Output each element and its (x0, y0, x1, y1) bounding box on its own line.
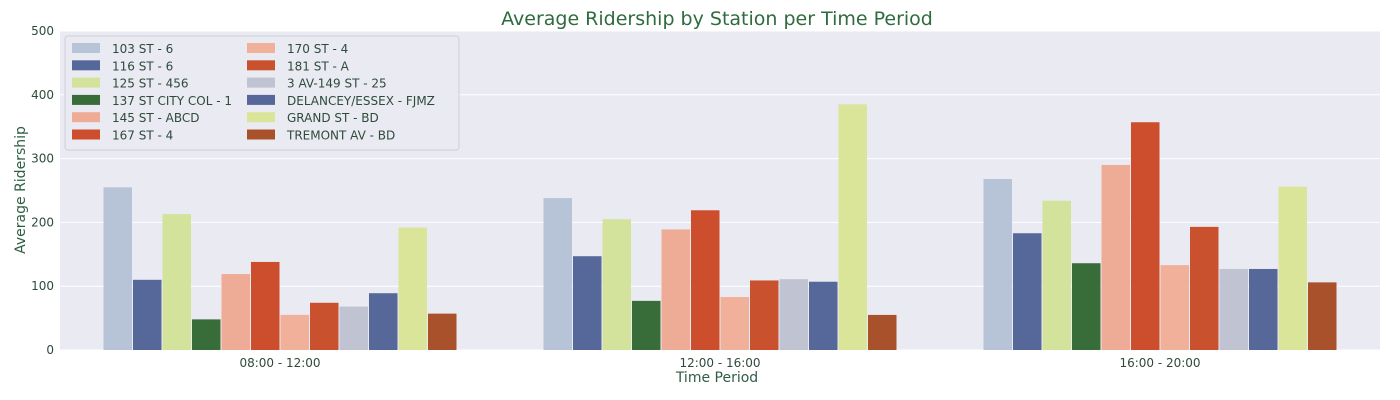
legend-swatch (247, 60, 275, 71)
legend-swatch (247, 112, 275, 123)
legend-swatch (247, 129, 275, 140)
bar (1190, 226, 1219, 350)
legend-swatch (72, 43, 100, 53)
y-tick-label: 500 (31, 24, 54, 38)
legend: 103 ST - 6 116 ST - 6 125 ST - 456 137 ST C… (64, 35, 460, 151)
bar (983, 179, 1012, 350)
legend-swatch (72, 60, 100, 71)
y-axis-label: Average Ridership (13, 126, 29, 254)
y-tick-label: 0 (46, 343, 54, 357)
bar (162, 214, 191, 350)
bar (750, 280, 779, 350)
bar (103, 187, 132, 350)
bar (1278, 186, 1307, 350)
grid-lines (60, 30, 1380, 351)
legend-swatch (72, 77, 100, 88)
bar (221, 274, 250, 350)
bar (602, 219, 631, 350)
legend-swatch (247, 43, 275, 53)
bar (1013, 233, 1042, 350)
legend-swatch (247, 77, 275, 88)
bar (661, 229, 690, 350)
bar (251, 261, 280, 350)
bar (1249, 268, 1278, 350)
bar (1042, 200, 1071, 350)
legend-entry: 103 ST - 6 (112, 42, 173, 56)
legend-entry: 116 ST - 6 (112, 59, 173, 73)
legend-swatch (247, 94, 275, 105)
bar (280, 314, 309, 350)
chart-title: Average Ridership by Station per Time Pe… (501, 8, 933, 30)
bar (543, 198, 572, 350)
y-tick-label: 200 (31, 215, 54, 229)
bar (632, 300, 661, 350)
legend-entry: 170 ST - 4 (287, 42, 348, 56)
bar (838, 104, 867, 351)
y-tick-label: 400 (31, 88, 54, 102)
bar (369, 293, 398, 350)
bar (339, 306, 368, 350)
bar (428, 313, 457, 350)
legend-entry: 3 AV-149 ST - 25 (287, 77, 387, 91)
legend-entry: 125 ST - 456 (112, 77, 189, 91)
legend-entry: 181 ST - A (287, 59, 350, 73)
legend-entry: DELANCEY/ESSEX - FJMZ (287, 94, 435, 108)
legend-swatch (72, 112, 100, 123)
legend-entry: 167 ST - 4 (112, 129, 173, 143)
legend-box (64, 35, 460, 151)
bar (1101, 164, 1130, 350)
bar (1131, 122, 1160, 350)
bars (103, 104, 1337, 351)
x-axis-ticks: 08:00 - 12:00 12:00 - 16:00 16:00 - 20:00 (239, 356, 1200, 370)
bar (133, 279, 162, 350)
bar (310, 302, 339, 350)
x-tick-label: 12:00 - 16:00 (679, 356, 760, 370)
bar (1072, 263, 1101, 350)
bar (779, 279, 808, 350)
bar (573, 256, 602, 350)
legend-entry: 137 ST CITY COL - 1 (112, 94, 232, 108)
bar (1308, 282, 1337, 350)
bar (1160, 265, 1189, 350)
legend-entry: TREMONT AV - BD (286, 129, 395, 143)
x-tick-label: 16:00 - 20:00 (1119, 356, 1200, 370)
bar (1219, 268, 1248, 350)
legend-swatch (72, 94, 100, 105)
bar (398, 227, 427, 350)
bar (868, 314, 897, 350)
x-axis-label: Time Period (675, 370, 758, 386)
bar (809, 281, 838, 350)
bar (720, 297, 749, 350)
bar (691, 210, 720, 350)
bar (192, 319, 221, 350)
x-tick-label: 08:00 - 12:00 (239, 356, 320, 370)
y-tick-label: 100 (31, 279, 54, 293)
y-tick-label: 300 (31, 152, 54, 166)
legend-entry: 145 ST - ABCD (112, 111, 199, 125)
y-axis-ticks: 0 100 200 300 400 500 (31, 24, 54, 357)
legend-entry: GRAND ST - BD (287, 111, 379, 125)
legend-swatch (72, 129, 100, 140)
